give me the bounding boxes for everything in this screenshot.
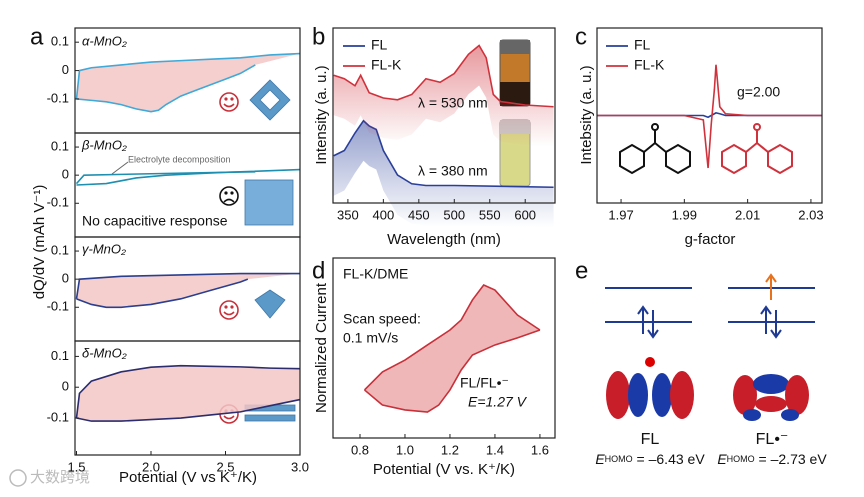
plot-frame (596, 27, 823, 204)
y-tick-label: -0.1 (47, 195, 69, 210)
energy-label: EHOMO = –6.43 eV (595, 451, 705, 467)
y-tick-label: 0 (62, 167, 69, 182)
energy-value: = –6.43 eV (633, 451, 706, 467)
chart-title: FL-K/DME (343, 266, 408, 282)
legend-label: FL-K (634, 57, 665, 73)
legend-label: FL (634, 37, 651, 53)
panel-label: a (30, 23, 44, 50)
panel-label: b (312, 23, 325, 50)
x-tick-label: 1.2 (441, 442, 459, 457)
annotation: Scan speed: (343, 311, 421, 327)
annotation: FL/FL•⁻ (460, 375, 509, 391)
energy-symbol: E (717, 451, 727, 467)
annotation: No capacitive response (82, 213, 228, 229)
y-axis-label: Intensity (a. u.) (313, 65, 330, 164)
watermark: 大数跨境 (30, 468, 90, 486)
shaded-area (333, 120, 554, 228)
x-tick-label: 3.0 (291, 459, 309, 474)
x-tick-label: 1.5 (67, 459, 85, 474)
data-line (76, 278, 249, 309)
y-tick-label: -0.1 (47, 299, 69, 314)
annotation-arrow (111, 161, 129, 175)
chart-title: β-MnO₂ (81, 137, 127, 152)
x-axis-label: Potential (V vs K⁺/K) (119, 469, 257, 486)
energy-symbol: E (595, 451, 605, 467)
shaded-area (364, 285, 540, 413)
y-tick-label: 0.1 (51, 138, 69, 153)
data-line (75, 364, 301, 419)
data-line (75, 52, 301, 100)
x-tick-label: 1.99 (672, 207, 697, 222)
x-tick-label: 550 (479, 207, 501, 222)
shaded-area (76, 53, 300, 112)
x-tick-label: 2.03 (798, 207, 823, 222)
x-tick-label: 500 (443, 207, 465, 222)
x-tick-label: 1.6 (531, 442, 549, 457)
shaded-area (76, 273, 300, 308)
data-line (333, 44, 554, 108)
plot-frame (74, 340, 301, 456)
y-tick-label: 0 (62, 62, 69, 77)
x-axis-label: Potential (V vs. K⁺/K) (373, 461, 515, 478)
data-line (333, 119, 554, 189)
energy-label: EHOMO = –2.73 eV (717, 451, 827, 467)
y-tick-label: 0 (62, 379, 69, 394)
x-tick-label: 2.01 (735, 207, 760, 222)
legend-label: FL-K (371, 57, 402, 73)
x-tick-label: 450 (408, 207, 430, 222)
shaded-area (76, 365, 300, 422)
x-tick-label: 1.4 (486, 442, 504, 457)
y-axis-label: Intebsity (a. u.) (578, 65, 595, 164)
data-line (76, 398, 301, 422)
annotation: λ = 380 nm (418, 163, 488, 179)
y-tick-label: 0.1 (51, 242, 69, 257)
panel-label: d (312, 257, 325, 284)
x-tick-label: 1.0 (396, 442, 414, 457)
y-axis-label: dQ/dV (mAh V⁻¹) (31, 185, 48, 300)
x-axis-label: g-factor (685, 231, 736, 248)
data-line (76, 170, 256, 186)
panel-label: e (575, 257, 588, 284)
annotation: E=1.27 V (468, 394, 528, 410)
molecule-label: FL•⁻ (756, 431, 789, 448)
y-tick-label: 0 (62, 271, 69, 286)
y-tick-label: -0.1 (47, 90, 69, 105)
x-tick-label: 600 (514, 207, 536, 222)
annotation: Electrolyte decomposition (128, 154, 231, 164)
chart-title: δ-MnO₂ (82, 345, 127, 360)
plot-frame (332, 27, 556, 204)
y-tick-label: 0.1 (51, 34, 69, 49)
data-line (75, 272, 300, 299)
shaded-area (333, 45, 554, 147)
energy-subscript: HOMO (727, 454, 755, 464)
x-tick-label: 2.5 (216, 459, 234, 474)
energy-value: = –2.73 eV (755, 451, 828, 467)
molecule-label: FL (641, 431, 660, 448)
data-line (363, 284, 541, 391)
x-tick-label: 350 (337, 207, 359, 222)
legend-label: FL (371, 37, 388, 53)
x-tick-label: 1.97 (608, 207, 633, 222)
x-tick-label: 2.0 (142, 459, 160, 474)
annotation: g=2.00 (737, 84, 780, 100)
x-tick-label: 400 (373, 207, 395, 222)
annotation: 0.1 mV/s (343, 330, 398, 346)
plot-frame (332, 257, 556, 439)
data-line (597, 112, 822, 119)
chart-title: γ-MnO₂ (82, 241, 126, 256)
data-line (363, 329, 541, 413)
data-line (76, 64, 256, 113)
y-tick-label: -0.1 (47, 409, 69, 424)
x-tick-label: 0.8 (351, 442, 369, 457)
y-tick-label: 0.1 (51, 348, 69, 363)
x-axis-label: Wavelength (nm) (387, 231, 501, 248)
panel-label: c (575, 23, 587, 50)
energy-subscript: HOMO (605, 454, 633, 464)
y-axis-label: Normalized Current (313, 282, 330, 413)
annotation: λ = 530 nm (418, 95, 488, 111)
data-line (597, 64, 822, 169)
chart-title: α-MnO₂ (82, 33, 127, 48)
